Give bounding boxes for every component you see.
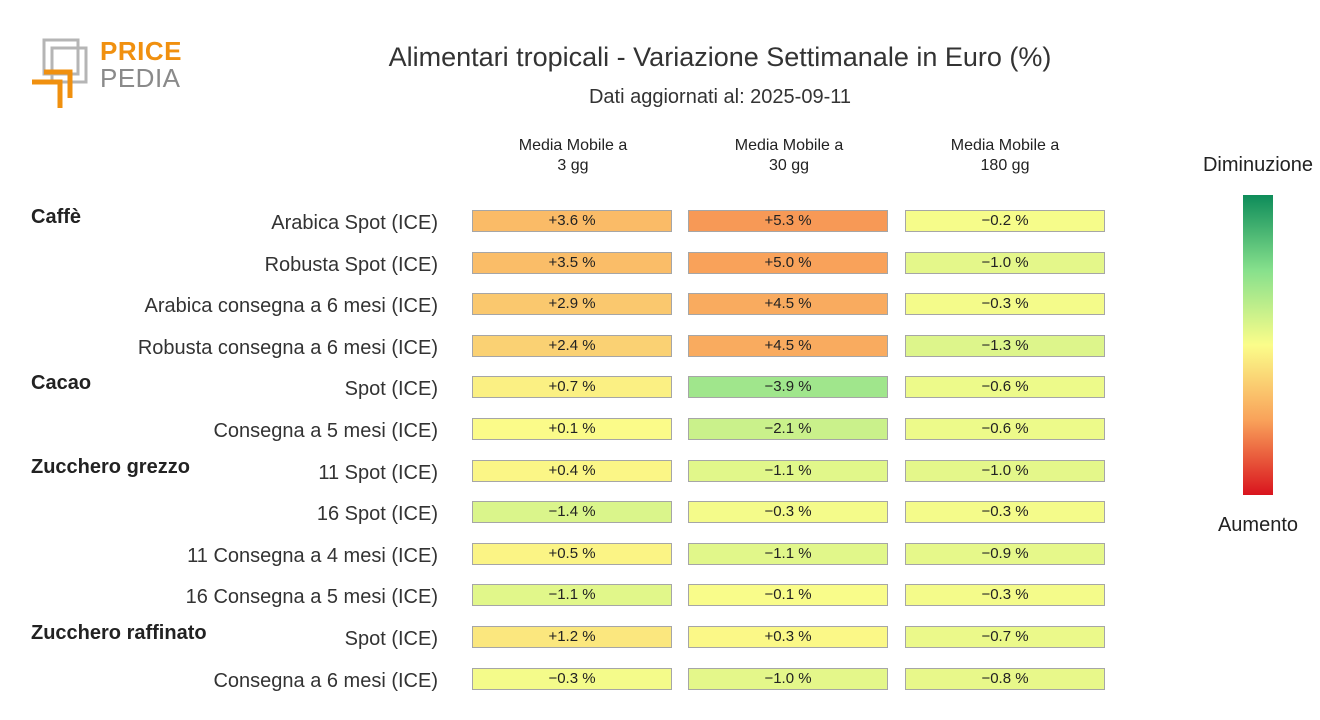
row-label: 11 Consegna a 4 mesi (ICE) — [187, 545, 438, 567]
heatmap-cell: −1.1 % — [688, 543, 888, 565]
heatmap-cell: −3.9 % — [688, 376, 888, 398]
heatmap-cell: −1.3 % — [905, 335, 1105, 357]
column-header: Media Mobile a 3 gg — [518, 137, 628, 174]
row-label: Arabica Spot (ICE) — [271, 212, 438, 234]
chart-title: Alimentari tropicali - Variazione Settim… — [388, 42, 1052, 72]
heatmap-cell: −0.6 % — [905, 376, 1105, 398]
row-label: Arabica consegna a 6 mesi (ICE) — [144, 295, 438, 317]
heatmap-cell: +1.2 % — [472, 626, 672, 648]
heatmap-cell: −0.7 % — [905, 626, 1105, 648]
heatmap-cell: −0.3 % — [472, 668, 672, 690]
chart-subtitle: Dati aggiornati al: 2025-09-11 — [588, 86, 852, 108]
heatmap-cell: −0.3 % — [905, 584, 1105, 606]
column-header: Media Mobile a 30 gg — [734, 137, 844, 174]
heatmap-cell: +4.5 % — [688, 335, 888, 357]
legend-color-scale — [1243, 195, 1273, 495]
heatmap-cell: −1.0 % — [905, 460, 1105, 482]
group-label: Caffè — [31, 206, 82, 228]
heatmap-cell: −0.3 % — [905, 293, 1105, 315]
heatmap-cell: +2.9 % — [472, 293, 672, 315]
heatmap-cell: +0.1 % — [472, 418, 672, 440]
heatmap-cell: −0.3 % — [688, 501, 888, 523]
heatmap-cell: −1.1 % — [472, 584, 672, 606]
heatmap-cell: +0.5 % — [472, 543, 672, 565]
group-label: Zucchero grezzo — [31, 456, 190, 478]
heatmap-cell: −0.2 % — [905, 210, 1105, 232]
heatmap-cell: −0.1 % — [688, 584, 888, 606]
heatmap-cell: −1.1 % — [688, 460, 888, 482]
heatmap-cell: +5.0 % — [688, 252, 888, 274]
legend-bottom-label: Aumento — [1217, 514, 1299, 536]
pricepedia-logo: PRICE PEDIA — [30, 38, 200, 110]
row-label: Consegna a 5 mesi (ICE) — [213, 420, 438, 442]
heatmap-cell: +4.5 % — [688, 293, 888, 315]
heatmap-cell: +5.3 % — [688, 210, 888, 232]
group-label: Cacao — [31, 372, 92, 394]
heatmap-cell: −0.3 % — [905, 501, 1105, 523]
heatmap-cell: +0.3 % — [688, 626, 888, 648]
row-label: Consegna a 6 mesi (ICE) — [213, 670, 438, 692]
heatmap-cell: −2.1 % — [688, 418, 888, 440]
column-header: Media Mobile a 180 gg — [950, 137, 1060, 174]
row-label: 11 Spot (ICE) — [318, 462, 438, 484]
heatmap-cell: +3.6 % — [472, 210, 672, 232]
heatmap-cell: −0.8 % — [905, 668, 1105, 690]
heatmap-cell: −1.0 % — [905, 252, 1105, 274]
row-label: Robusta Spot (ICE) — [264, 254, 438, 276]
logo-mark-icon — [32, 38, 88, 108]
heatmap-cell: +2.4 % — [472, 335, 672, 357]
legend-top-label: Diminuzione — [1202, 154, 1314, 176]
row-label: 16 Consegna a 5 mesi (ICE) — [185, 586, 438, 608]
heatmap-cell: +0.7 % — [472, 376, 672, 398]
heatmap-cell: −1.4 % — [472, 501, 672, 523]
logo-pedia-text: PEDIA — [100, 63, 181, 93]
row-label: 16 Spot (ICE) — [316, 503, 438, 525]
heatmap-cell: −0.6 % — [905, 418, 1105, 440]
row-label: Robusta consegna a 6 mesi (ICE) — [137, 337, 438, 359]
heatmap-cell: +3.5 % — [472, 252, 672, 274]
group-label: Zucchero raffinato — [31, 622, 207, 644]
heatmap-cell: −1.0 % — [688, 668, 888, 690]
row-label: Spot (ICE) — [344, 378, 438, 400]
row-label: Spot (ICE) — [344, 628, 438, 650]
heatmap-cell: +0.4 % — [472, 460, 672, 482]
heatmap-cell: −0.9 % — [905, 543, 1105, 565]
logo-price-text: PRICE — [100, 36, 182, 66]
